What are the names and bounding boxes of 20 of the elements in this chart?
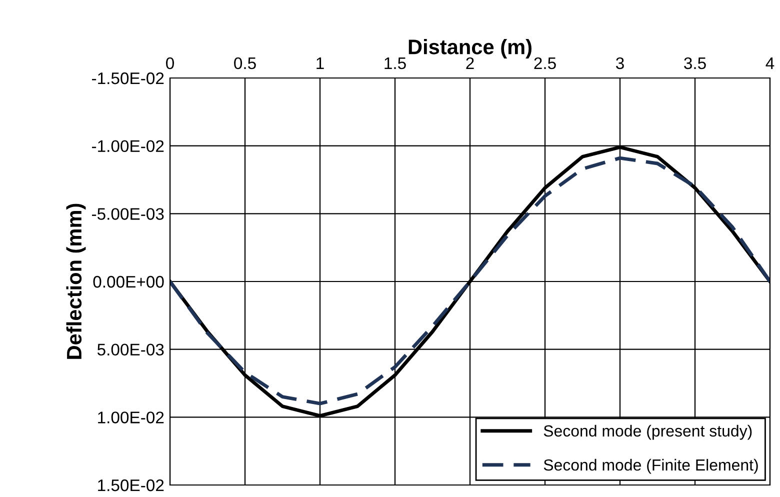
y-tick-label: 0.00E+00 <box>93 276 164 288</box>
x-tick-label: 4 <box>766 58 774 69</box>
x-tick-label: 2 <box>466 57 474 69</box>
y-tick-label: 1.50E-02 <box>98 479 164 492</box>
legend-label: Second mode (present study) <box>544 424 752 440</box>
x-tick-label: 0.5 <box>234 57 256 70</box>
x-tick-label: 2.5 <box>534 57 556 70</box>
y-tick-label: -1.00E-02 <box>92 140 164 152</box>
y-tick-label: -1.50E-02 <box>92 72 164 84</box>
x-tick-label: 1.5 <box>384 58 406 70</box>
y-axis-title: Deflection (mm) <box>66 204 86 359</box>
y-tick-label: 1.00E-02 <box>98 412 164 424</box>
y-tick-label: 5.00E-03 <box>97 344 164 356</box>
x-axis-title: Distance (m) <box>408 39 532 58</box>
x-tick-label: 1 <box>316 58 324 69</box>
x-tick-label: 3.5 <box>684 57 706 70</box>
x-tick-label: 3 <box>616 57 624 70</box>
y-tick-label: -5.00E-03 <box>92 208 164 220</box>
legend-label: Second mode (Finite Element) <box>544 458 758 474</box>
x-tick-label: 0 <box>166 57 174 70</box>
